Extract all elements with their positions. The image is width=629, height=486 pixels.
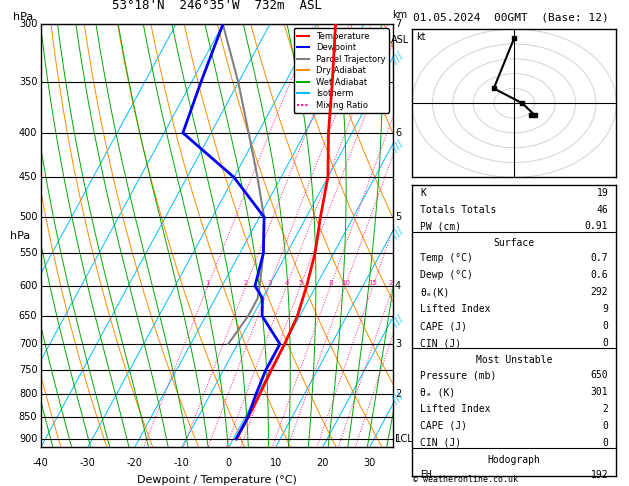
Text: Hodograph: Hodograph bbox=[487, 455, 541, 465]
Text: K: K bbox=[420, 188, 426, 198]
Text: 10: 10 bbox=[270, 458, 282, 468]
Legend: Temperature, Dewpoint, Parcel Trajectory, Dry Adiabat, Wet Adiabat, Isotherm, Mi: Temperature, Dewpoint, Parcel Trajectory… bbox=[294, 29, 389, 113]
Text: θₑ (K): θₑ (K) bbox=[420, 387, 455, 397]
Text: Pressure (mb): Pressure (mb) bbox=[420, 370, 496, 380]
Text: 292: 292 bbox=[591, 287, 608, 297]
Text: 0: 0 bbox=[226, 458, 232, 468]
Text: -20: -20 bbox=[127, 458, 143, 468]
Text: 450: 450 bbox=[19, 173, 37, 182]
Text: LCL: LCL bbox=[395, 434, 413, 444]
Text: Lifted Index: Lifted Index bbox=[420, 404, 491, 414]
Text: 5: 5 bbox=[298, 280, 303, 286]
Text: 550: 550 bbox=[19, 248, 37, 258]
Text: 2: 2 bbox=[243, 280, 248, 286]
Text: 192: 192 bbox=[591, 470, 608, 480]
Text: 900: 900 bbox=[19, 434, 37, 444]
Text: CAPE (J): CAPE (J) bbox=[420, 421, 467, 431]
Text: 5: 5 bbox=[395, 212, 401, 222]
Text: -10: -10 bbox=[174, 458, 190, 468]
Text: 4: 4 bbox=[284, 280, 289, 286]
Text: 2: 2 bbox=[603, 404, 608, 414]
Text: ///: /// bbox=[391, 226, 406, 241]
Text: Totals Totals: Totals Totals bbox=[420, 205, 496, 214]
Text: 6: 6 bbox=[395, 128, 401, 138]
Text: 20: 20 bbox=[316, 458, 329, 468]
Text: Surface: Surface bbox=[494, 238, 535, 248]
Text: Mixing Ratio (g/kg): Mixing Ratio (g/kg) bbox=[417, 193, 426, 278]
Text: Temp (°C): Temp (°C) bbox=[420, 254, 473, 263]
Text: CIN (J): CIN (J) bbox=[420, 338, 461, 348]
Text: ///: /// bbox=[391, 139, 406, 153]
Text: 8: 8 bbox=[328, 280, 333, 286]
Text: 301: 301 bbox=[591, 387, 608, 397]
Text: 30: 30 bbox=[364, 458, 376, 468]
Text: -30: -30 bbox=[80, 458, 96, 468]
Text: 400: 400 bbox=[19, 128, 37, 138]
Text: ///: /// bbox=[391, 391, 406, 406]
Text: 46: 46 bbox=[596, 205, 608, 214]
Text: 19: 19 bbox=[596, 188, 608, 198]
Text: PW (cm): PW (cm) bbox=[420, 222, 461, 231]
Text: 650: 650 bbox=[591, 370, 608, 380]
Text: 0: 0 bbox=[603, 338, 608, 348]
Text: 0.91: 0.91 bbox=[585, 222, 608, 231]
Text: kt: kt bbox=[416, 32, 426, 42]
Text: ///: /// bbox=[391, 313, 406, 328]
Text: 1: 1 bbox=[206, 280, 210, 286]
Text: 0.6: 0.6 bbox=[591, 270, 608, 280]
Text: EH: EH bbox=[420, 470, 432, 480]
Text: km: km bbox=[392, 10, 408, 20]
Text: -40: -40 bbox=[33, 458, 49, 468]
Text: 01.05.2024  00GMT  (Base: 12): 01.05.2024 00GMT (Base: 12) bbox=[413, 12, 609, 22]
Text: 1: 1 bbox=[395, 434, 401, 444]
Text: 15: 15 bbox=[369, 280, 377, 286]
Text: 3: 3 bbox=[395, 339, 401, 349]
Text: ASL: ASL bbox=[391, 35, 409, 45]
Text: Dewp (°C): Dewp (°C) bbox=[420, 270, 473, 280]
Text: 10: 10 bbox=[341, 280, 350, 286]
Text: hPa: hPa bbox=[9, 231, 30, 241]
Text: © weatheronline.co.uk: © weatheronline.co.uk bbox=[413, 474, 518, 484]
Text: 700: 700 bbox=[19, 339, 37, 349]
Text: 9: 9 bbox=[603, 304, 608, 314]
Text: Dewpoint / Temperature (°C): Dewpoint / Temperature (°C) bbox=[137, 475, 297, 485]
Text: 750: 750 bbox=[19, 365, 37, 375]
Text: 350: 350 bbox=[19, 77, 37, 87]
Text: 500: 500 bbox=[19, 212, 37, 222]
Text: 850: 850 bbox=[19, 412, 37, 422]
Text: CAPE (J): CAPE (J) bbox=[420, 321, 467, 331]
Text: 0.7: 0.7 bbox=[591, 254, 608, 263]
Text: θₑ(K): θₑ(K) bbox=[420, 287, 450, 297]
Text: Lifted Index: Lifted Index bbox=[420, 304, 491, 314]
Text: 0: 0 bbox=[603, 421, 608, 431]
Text: 3: 3 bbox=[267, 280, 272, 286]
Text: ///: /// bbox=[391, 51, 406, 66]
Text: 800: 800 bbox=[19, 389, 37, 399]
Text: 20: 20 bbox=[389, 280, 398, 286]
Text: 53°18'N  246°35'W  732m  ASL: 53°18'N 246°35'W 732m ASL bbox=[112, 0, 322, 12]
Text: 300: 300 bbox=[19, 19, 37, 29]
Text: 0: 0 bbox=[603, 321, 608, 331]
Text: CIN (J): CIN (J) bbox=[420, 438, 461, 448]
Text: Most Unstable: Most Unstable bbox=[476, 355, 552, 365]
Text: 650: 650 bbox=[19, 311, 37, 321]
Text: 4: 4 bbox=[395, 281, 401, 291]
Text: 0: 0 bbox=[603, 438, 608, 448]
Text: 2: 2 bbox=[395, 389, 401, 399]
Text: 600: 600 bbox=[19, 281, 37, 291]
Text: 7: 7 bbox=[395, 19, 401, 29]
Text: hPa: hPa bbox=[13, 12, 33, 22]
